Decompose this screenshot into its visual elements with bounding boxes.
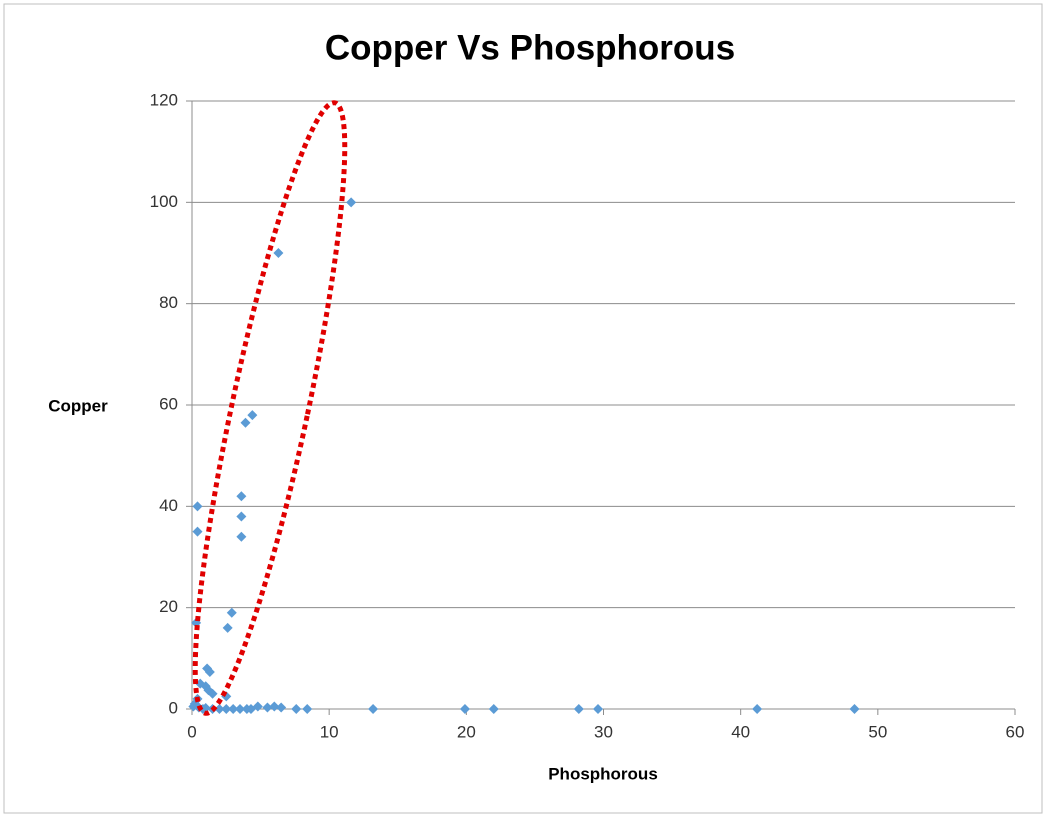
highlight-ellipse <box>192 100 348 716</box>
y-tick-label: 100 <box>150 192 178 211</box>
point <box>236 531 247 542</box>
point <box>236 491 247 502</box>
y-tick-label: 60 <box>159 394 178 413</box>
point <box>291 704 302 714</box>
point <box>593 704 604 714</box>
plot-area: 0 20 40 60 80 100 120 0 10 20 30 40 50 60 <box>150 90 1025 741</box>
point <box>849 704 860 714</box>
point <box>488 704 499 714</box>
point <box>228 704 239 714</box>
x-tick-label: 30 <box>594 722 613 741</box>
y-tick-label: 40 <box>159 496 178 515</box>
x-tick-label: 0 <box>187 722 196 741</box>
point <box>459 704 470 714</box>
chart-title: Copper Vs Phosphorous <box>325 28 735 67</box>
y-tick-label: 120 <box>150 90 178 109</box>
y-axis-label: Copper <box>48 396 108 415</box>
chart-border <box>3 3 1043 814</box>
y-tick-label: 20 <box>159 597 178 616</box>
point <box>236 511 247 522</box>
x-axis-label: Phosphorous <box>548 764 658 783</box>
point <box>302 704 313 714</box>
point <box>204 667 215 678</box>
y-tick-label: 80 <box>159 293 178 312</box>
point <box>221 704 232 714</box>
point <box>573 704 584 714</box>
point <box>252 701 263 712</box>
y-tick-label: 0 <box>169 698 178 717</box>
point <box>276 702 287 713</box>
x-tick-label: 50 <box>868 722 887 741</box>
point <box>269 701 280 712</box>
point <box>192 526 203 537</box>
point <box>207 688 218 699</box>
x-tick-label: 60 <box>1006 722 1025 741</box>
x-tick-label: 20 <box>457 722 476 741</box>
point <box>262 702 273 713</box>
point <box>247 410 258 421</box>
point <box>752 704 763 714</box>
x-tick-label: 10 <box>320 722 339 741</box>
point <box>192 501 203 512</box>
point <box>273 248 284 258</box>
point <box>240 417 251 428</box>
point <box>214 704 225 714</box>
point <box>346 197 357 208</box>
point <box>222 622 233 633</box>
point <box>368 704 379 714</box>
point <box>200 702 211 713</box>
point <box>226 607 237 618</box>
point <box>235 704 246 714</box>
x-tick-label: 40 <box>731 722 750 741</box>
